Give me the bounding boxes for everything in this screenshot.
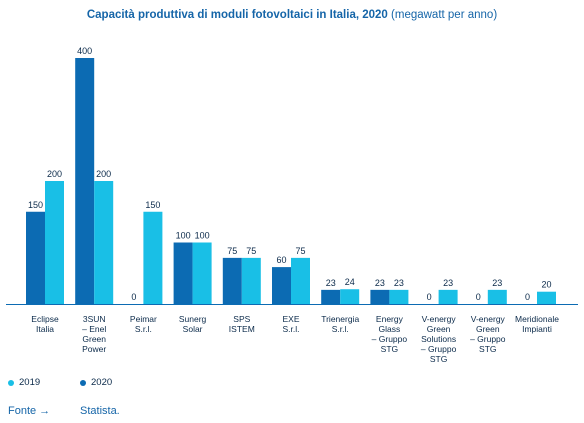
bar-2020 (321, 289, 341, 304)
data-label-2020: 100 (176, 231, 191, 241)
x-tick-label: Trienergia S.r.l. (321, 314, 359, 334)
data-label-2019: 24 (345, 277, 355, 287)
data-label-2020: 75 (227, 246, 237, 256)
data-label-2020: 0 (525, 292, 530, 302)
x-tick-label: EXE S.r.l. (282, 314, 299, 334)
data-label-2019: 75 (246, 246, 256, 256)
data-label-2020: 0 (427, 292, 432, 302)
bar-2019 (192, 242, 212, 304)
x-tick-label: 3SUN – Enel Green Power (82, 314, 106, 354)
data-label-2020: 400 (77, 46, 92, 56)
bar-2020 (370, 289, 390, 304)
legend-swatch-2020 (80, 379, 86, 386)
data-label-2019: 150 (145, 200, 160, 210)
bar-2020 (173, 242, 193, 304)
data-label-2019: 23 (492, 278, 502, 288)
bar-2020 (75, 58, 95, 304)
x-tick-label: Meridionale Impianti (515, 314, 559, 334)
data-label-2020: 23 (375, 278, 385, 288)
x-tick-label: SPS ISTEM (229, 314, 255, 334)
data-label-2020: 0 (476, 292, 481, 302)
data-label-2019: 23 (443, 278, 453, 288)
bar-2019 (487, 289, 507, 304)
legend-swatch-2019 (8, 379, 14, 386)
chart-title-unit: (megawatt per anno) (391, 9, 498, 21)
bar-2020 (26, 211, 45, 304)
bar-2020 (222, 257, 242, 304)
bar-2019 (438, 289, 458, 304)
legend-label-2019: 2019 (19, 377, 41, 388)
chart-title: Capacità produttiva di moduli fotovoltai… (0, 9, 584, 21)
source-value: Statista. (80, 405, 120, 417)
data-label-2019: 200 (96, 169, 111, 179)
x-tick-label: Sunerg Solar (179, 314, 207, 334)
data-label-2019: 75 (295, 246, 305, 256)
legend-item-2019: 2019 (8, 377, 40, 388)
x-tick-label: Peimar S.r.l. (130, 314, 157, 334)
bar-2019 (389, 289, 409, 304)
x-tick-label: Eclipse Italia (31, 314, 59, 334)
legend-label-2020: 2020 (91, 377, 113, 388)
bar-2019 (537, 291, 556, 304)
x-tick-label: V-energy Green Solutions – Gruppo STG (421, 314, 457, 364)
data-label-2020: 0 (131, 292, 136, 302)
data-label-2020: 60 (276, 255, 286, 265)
data-label-2019: 100 (195, 231, 210, 241)
data-label-2020: 150 (28, 200, 43, 210)
x-tick-label: Energy Glass – Gruppo STG (372, 314, 408, 354)
data-label-2019: 23 (394, 278, 404, 288)
data-label-2019: 200 (47, 169, 62, 179)
legend-item-2020: 2020 (80, 377, 112, 388)
chart-title-main: Capacità produttiva di moduli fotovoltai… (86, 9, 388, 21)
source-label: Fonte → (8, 405, 51, 417)
data-label-2020: 23 (326, 278, 336, 288)
bar-2019 (45, 181, 64, 304)
x-tick-label: V-energy Green – Gruppo STG (470, 314, 506, 354)
data-label-2019: 20 (541, 280, 551, 290)
bar-2019 (94, 181, 114, 304)
bar-2020 (272, 267, 291, 304)
bar-2019 (340, 289, 360, 304)
bar-2019 (291, 257, 310, 304)
bar-2019 (143, 211, 163, 304)
bar-2019 (241, 257, 261, 304)
